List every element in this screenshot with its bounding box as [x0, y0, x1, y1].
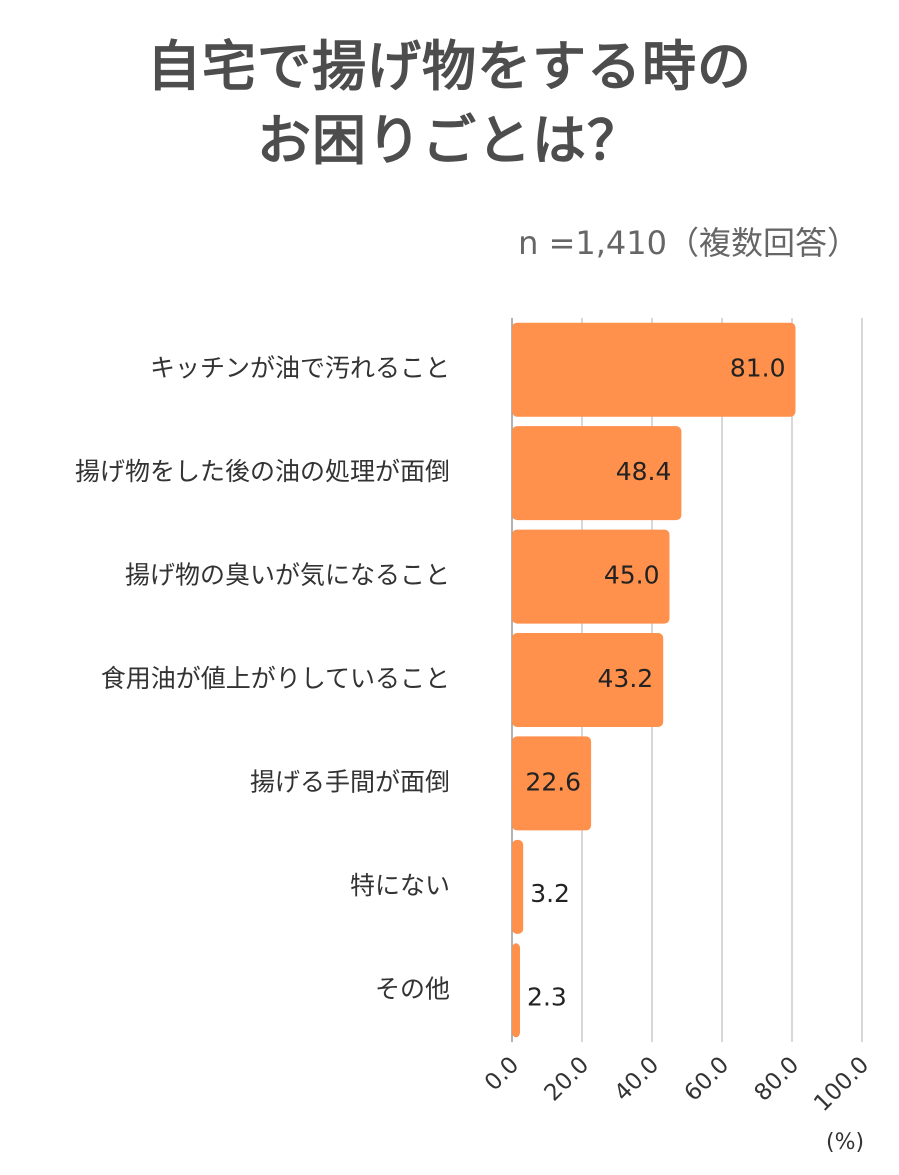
value-label: 43.2 [598, 664, 654, 693]
category-label: キッチンが油で汚れること [150, 354, 450, 383]
category-label: その他 [375, 974, 450, 1003]
bar [512, 736, 592, 831]
category-label: 揚げ物をした後の油の処理が面倒 [75, 457, 450, 486]
bar [512, 943, 521, 1038]
x-tick-label: 20.0 [540, 1052, 595, 1107]
bar [512, 839, 524, 934]
chart-subtitle: n =1,410（複数回答） [518, 224, 859, 262]
value-label: 3.2 [530, 879, 570, 908]
bar [512, 426, 682, 521]
x-tick-label: 100.0 [809, 1052, 874, 1117]
value-label: 81.0 [730, 354, 786, 383]
chart-title-line-2: お困りごとは？ [257, 109, 642, 172]
value-label: 45.0 [604, 561, 660, 590]
bar [512, 633, 664, 727]
category-label: 食用油が値上がりしていること [101, 664, 450, 693]
bars [512, 322, 796, 1038]
bar [512, 322, 796, 417]
value-label: 22.6 [525, 767, 581, 796]
x-tick-label: 60.0 [680, 1052, 735, 1107]
value-labels: 81.0 48.4 45.0 43.2 22.6 3.2 2.3 [525, 354, 785, 1012]
category-label: 揚げる手間が面倒 [250, 767, 450, 796]
x-tick-labels: 0.0 20.0 40.0 60.0 80.0 100.0 [480, 1052, 874, 1117]
category-label: 特にない [350, 871, 450, 900]
chart-title: 自宅で揚げ物をする時の お困りごとは？ [0, 30, 899, 178]
x-tick-label: 0.0 [480, 1052, 524, 1096]
x-axis-unit: (%) [826, 1130, 865, 1155]
value-label: 2.3 [527, 982, 567, 1011]
x-tick-label: 40.0 [610, 1052, 665, 1107]
chart-title-line-1: 自宅で揚げ物をする時の [147, 35, 752, 98]
x-tick-label: 80.0 [750, 1052, 805, 1107]
category-labels: キッチンが油で汚れること揚げ物をした後の油の処理が面倒揚げ物の臭いが気になること… [75, 354, 450, 1004]
category-label: 揚げ物の臭いが気になること [125, 561, 450, 590]
value-label: 48.4 [616, 457, 672, 486]
bar [512, 529, 670, 624]
